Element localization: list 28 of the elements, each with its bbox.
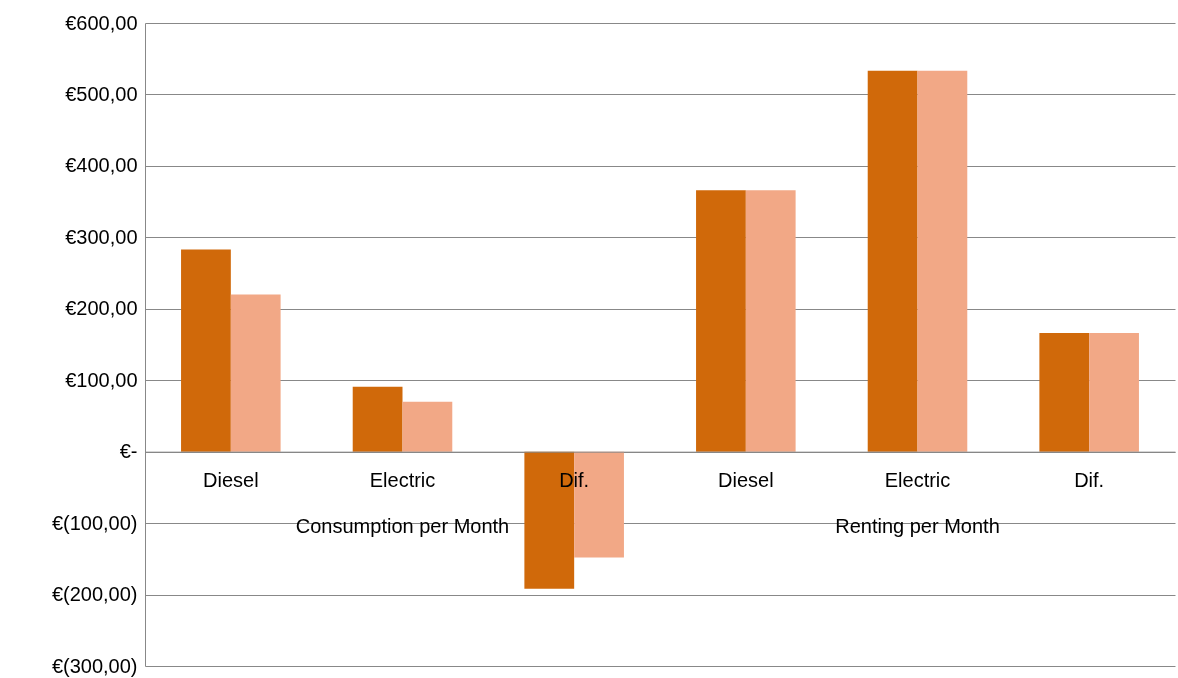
y-tick-label: €400,00 — [65, 154, 138, 177]
annotation: Renting per Month — [835, 514, 1000, 537]
bar — [867, 70, 918, 452]
x-tick-label: Dif. — [559, 469, 590, 492]
y-tick-label: €500,00 — [65, 82, 138, 105]
bar — [181, 249, 231, 452]
y-tick-label: €100,00 — [65, 368, 138, 391]
y-tick-label: €600,00 — [65, 11, 138, 34]
x-tick-label: Diesel — [718, 469, 774, 492]
annotation: Consumption per Month — [295, 514, 510, 537]
x-tick-label: Diesel — [203, 469, 259, 492]
y-tick-label: €(300,00) — [51, 654, 138, 677]
x-tick-label: Dif. — [1074, 469, 1105, 492]
bar — [352, 386, 403, 452]
x-tick-label: Electric — [884, 469, 951, 492]
x-tick-label: Electric — [369, 469, 436, 492]
bar — [1039, 333, 1090, 452]
y-tick-label: €(100,00) — [51, 511, 138, 534]
y-tick-label: €- — [119, 440, 138, 463]
bar — [1089, 333, 1139, 452]
y-tick-label: €200,00 — [65, 297, 138, 320]
bar — [917, 70, 968, 452]
y-tick-label: €300,00 — [65, 225, 138, 248]
bar — [230, 294, 281, 452]
bar — [745, 190, 796, 452]
bar — [696, 190, 746, 452]
bar — [402, 401, 453, 452]
y-tick-label: €(200,00) — [51, 583, 138, 606]
